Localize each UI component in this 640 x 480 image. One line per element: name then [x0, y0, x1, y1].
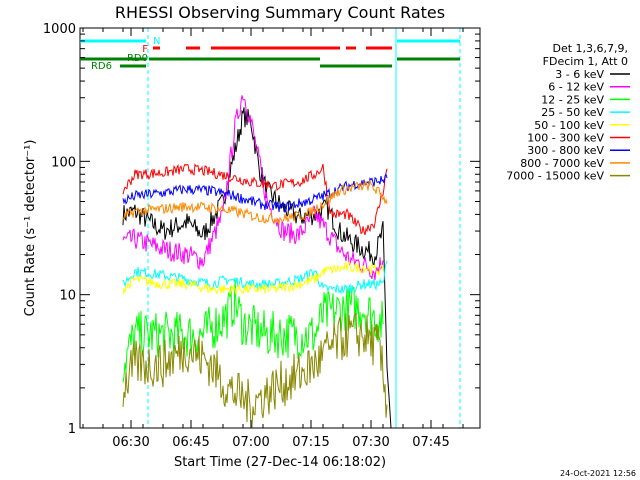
legend: Det 1,3,6,7,9,FDecim 1, Att 03 - 6 keV6 … — [506, 42, 630, 183]
legend-label: 25 - 50 keV — [541, 106, 604, 119]
x-axis-label: Start Time (27-Dec-14 06:18:02) — [174, 455, 386, 470]
y-tick-label: 1 — [68, 422, 76, 437]
legend-header: FDecim 1, Att 0 — [543, 55, 628, 68]
y-tick-label: 10 — [59, 289, 76, 304]
y-tick-label: 1000 — [43, 22, 76, 37]
series-line-4 — [122, 261, 384, 295]
x-tick-label: 07:00 — [232, 435, 269, 450]
legend-label: 800 - 7000 keV — [520, 157, 604, 170]
series-line-0 — [122, 107, 392, 429]
legend-label: 12 - 25 keV — [541, 93, 604, 106]
legend-label: 7000 - 15000 keV — [506, 170, 604, 183]
plot-area — [122, 28, 461, 429]
y-tick-label: 100 — [51, 155, 76, 170]
series-line-7 — [122, 179, 388, 226]
chart-title: RHESSI Observing Summary Count Rates — [115, 3, 445, 22]
legend-header: Det 1,3,6,7,9, — [552, 42, 628, 55]
legend-label: 300 - 800 keV — [527, 144, 604, 157]
x-tick-label: 06:45 — [172, 435, 209, 450]
series-line-6 — [122, 173, 388, 214]
x-tick-label: 07:45 — [412, 435, 449, 450]
axis-ticks: 06:30 06:45 07:00 07:15 07:30 07:45 1 10 100 1000 — [43, 22, 480, 450]
status-label-n: N — [153, 36, 160, 47]
y-axis-label: Count Rate (s⁻¹ detector⁻¹) — [23, 140, 38, 317]
status-label-f: F — [142, 44, 148, 55]
series-line-5 — [122, 163, 388, 236]
series-line-3 — [122, 260, 388, 295]
status-label-rd0: RD0 — [127, 53, 148, 64]
timestamp: 24-Oct-2021 12:56 — [560, 469, 636, 478]
x-tick-label: 06:30 — [112, 435, 149, 450]
status-label-rd6: RD6 — [91, 61, 112, 72]
x-tick-label: 07:30 — [352, 435, 389, 450]
series-line-8 — [122, 312, 388, 428]
series-line-1 — [122, 95, 384, 280]
series-line-2 — [122, 277, 384, 383]
plot-frame — [79, 27, 481, 429]
legend-label: 50 - 100 keV — [534, 119, 604, 132]
legend-label: 100 - 300 keV — [527, 132, 604, 145]
x-tick-label: 07:15 — [292, 435, 329, 450]
legend-label: 3 - 6 keV — [555, 68, 604, 81]
legend-label: 6 - 12 keV — [548, 81, 604, 94]
